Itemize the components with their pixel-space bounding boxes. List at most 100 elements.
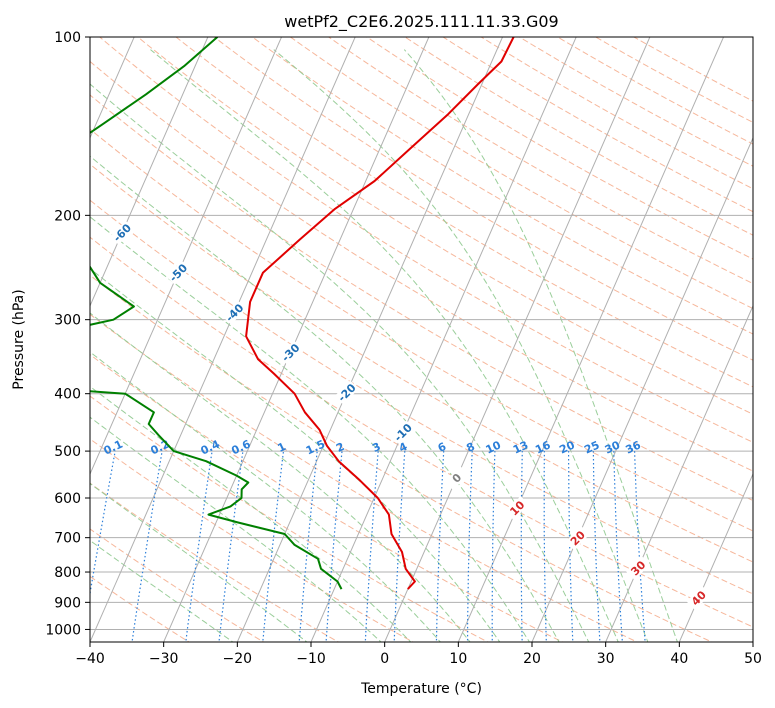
x-tick-label: −10 — [296, 651, 326, 667]
mixing-ratio-label: 13 — [511, 438, 530, 456]
isotherm-line — [236, 37, 503, 642]
dry-adiabat-line — [90, 353, 564, 642]
mixing-ratio-line — [613, 451, 623, 642]
mixing-ratio-label: 20 — [557, 438, 577, 456]
x-axis-title: Temperature (°C) — [360, 681, 482, 697]
isotherm-line — [605, 304, 753, 642]
mixing-ratio-line — [634, 451, 646, 642]
isotherm-label-bg — [390, 420, 415, 445]
dry-adiabat-line — [90, 313, 639, 642]
mixing-ratio-label: 16 — [533, 438, 553, 456]
y-tick-label: 1000 — [45, 622, 81, 638]
dry-adiabat-line — [175, 37, 753, 388]
isotherm-line — [310, 37, 577, 642]
mixing-ratio-line — [466, 451, 473, 642]
y-axis-title: Pressure (hPa) — [11, 289, 27, 389]
dry-adiabat-line — [90, 274, 713, 642]
mixing-ratio-line — [435, 451, 445, 642]
x-tick-label: 0 — [380, 651, 389, 667]
x-tick-label: −20 — [223, 651, 253, 667]
mixing-ratio-line — [592, 451, 601, 642]
dewpoint-profile — [90, 37, 343, 590]
dry-adiabat-line — [98, 37, 753, 443]
mixing-ratio-line — [520, 451, 523, 642]
y-tick-label: 300 — [54, 313, 81, 329]
dry-adiabat-line — [90, 199, 753, 595]
mixing-ratio-line — [218, 451, 244, 642]
dry-adiabat-line — [404, 37, 753, 236]
x-tick-label: 20 — [523, 651, 541, 667]
isotherm-line — [90, 37, 356, 642]
background-lines — [90, 37, 753, 642]
dry-adiabat-line — [289, 37, 753, 310]
x-axis: −40 −30 −20 −10 0 10 20 30 40 50 — [75, 642, 762, 667]
isotherm-line — [90, 37, 209, 308]
moist-adiabat-line — [273, 49, 649, 642]
mixing-ratio-line — [491, 451, 496, 642]
isotherm-label-bg — [505, 495, 530, 521]
y-tick-label: 400 — [54, 387, 81, 403]
isotherm-line — [457, 37, 724, 642]
x-tick-label: −30 — [149, 651, 179, 667]
dry-adiabat-line — [90, 395, 489, 642]
y-tick-label: 600 — [54, 491, 81, 507]
isotherm-line — [384, 37, 651, 642]
dry-adiabat-line — [213, 37, 753, 361]
dry-adiabat-line — [90, 528, 265, 642]
isotherm-label-bg — [278, 340, 303, 365]
mixing-ratio-label: 25 — [582, 438, 601, 456]
mixing-ratio-line — [543, 451, 547, 642]
dry-adiabat-line — [251, 37, 753, 335]
y-tick-label: 900 — [54, 595, 81, 611]
plot-frame — [89, 36, 754, 643]
dry-adiabat-line — [365, 37, 753, 260]
isotherm-label-bg — [334, 380, 359, 405]
moist-adiabat-line — [90, 539, 234, 642]
isotherm-label-bg — [565, 525, 590, 551]
mixing-ratio-line — [185, 451, 213, 642]
isotherm-label-bg — [444, 465, 469, 491]
moist-adiabat-line — [403, 49, 678, 642]
y-tick-label: 500 — [54, 444, 81, 460]
chart-title: wetPf2_C2E6.2025.111.11.33.G09 — [284, 12, 558, 32]
dry-adiabat-line — [90, 163, 753, 563]
isotherm-label-bg — [686, 585, 711, 611]
dry-adiabat-line — [90, 60, 753, 472]
isotherm-line — [90, 37, 282, 476]
x-tick-label: 40 — [670, 651, 688, 667]
mixing-ratio-line — [131, 451, 163, 642]
isotherm-line — [163, 37, 430, 642]
isotherm-label-bg — [626, 555, 651, 581]
mixing-ratio-line — [364, 451, 379, 642]
profile-series — [90, 37, 515, 590]
mixing-ratio-label: 10 — [484, 438, 504, 456]
moist-adiabat-line — [90, 482, 308, 642]
y-axis: 100 200 300 400 500 600 700 800 900 1000 — [45, 30, 90, 638]
temperature-profile — [245, 37, 515, 590]
isotherm-line — [678, 472, 753, 642]
mixing-ratio-label: 36 — [624, 438, 644, 456]
isotherm-label-bg — [166, 260, 191, 285]
dry-adiabat-line — [442, 37, 753, 213]
mixing-ratio-line — [567, 451, 574, 642]
mixing-ratio-line — [325, 451, 343, 642]
mixing-ratio-line — [262, 451, 285, 642]
x-tick-label: 30 — [597, 651, 615, 667]
isotherm-label-bg — [222, 300, 247, 325]
dry-adiabat-line — [480, 37, 753, 190]
dry-adiabat-line — [90, 236, 753, 628]
y-tick-label: 200 — [54, 208, 81, 224]
mixing-ratio-line — [298, 451, 318, 642]
dry-adiabat-line — [90, 128, 753, 532]
mixing-ratio-label: 30 — [603, 438, 623, 456]
x-tick-label: 50 — [744, 651, 762, 667]
isotherm-label-bg — [110, 220, 135, 245]
dry-adiabat-line — [556, 37, 753, 145]
y-tick-label: 800 — [54, 565, 81, 581]
x-tick-label: 10 — [449, 651, 467, 667]
dry-adiabat-line — [137, 37, 753, 415]
x-tick-label: −40 — [75, 651, 105, 667]
y-tick-label: 700 — [54, 531, 81, 547]
